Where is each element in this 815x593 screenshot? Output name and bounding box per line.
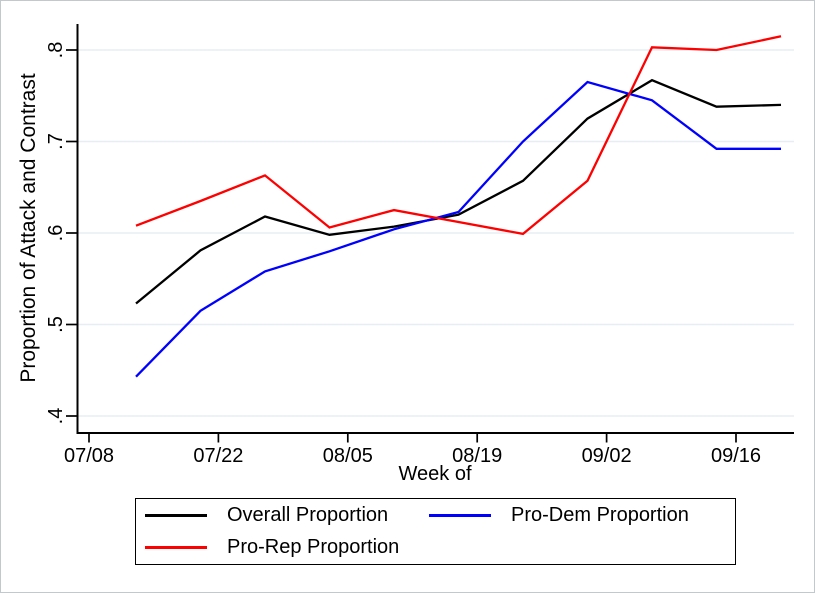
y-axis-title: Proportion of Attack and Contrast [17,73,40,383]
x-tick-label: 07/22 [193,445,243,467]
legend: Overall Proportion Pro-Dem Proportion Pr… [135,498,736,565]
chart-canvas: .4 .5 .6 .7 .8 07/08 07/22 08/05 08/19 09/02 09/16… [17,24,794,485]
x-axis-title: Week of [399,463,472,485]
legend-label: Pro-Dem Proportion [511,503,689,526]
y-tick-label: .7 [45,133,67,150]
legend-label: Overall Proportion [227,503,389,526]
legend-item-overall: Overall Proportion [145,504,429,527]
legend-item-pro-dem: Pro-Dem Proportion [429,504,735,527]
y-tick-label: .6 [45,225,67,242]
y-tick-label: .8 [45,42,67,59]
x-tick-label: 07/08 [64,445,114,467]
overall-line-swatch [145,513,207,517]
legend-label: Pro-Rep Proportion [227,535,400,558]
pro-rep-proportion-line [135,35,782,236]
pro-rep-line-swatch [145,545,207,549]
y-tick-label: .5 [45,316,67,333]
x-tick-label: 08/05 [323,445,373,467]
pro-dem-proportion-line [135,80,781,378]
y-tick-label: .4 [45,408,67,425]
overall-proportion-line [135,78,782,305]
pro-dem-line-swatch [429,513,491,517]
x-tick-label: 09/16 [711,445,761,467]
legend-item-pro-rep: Pro-Rep Proportion [145,536,429,559]
x-tick-label: 09/02 [582,445,632,467]
x-tick-label: 08/19 [452,445,502,467]
